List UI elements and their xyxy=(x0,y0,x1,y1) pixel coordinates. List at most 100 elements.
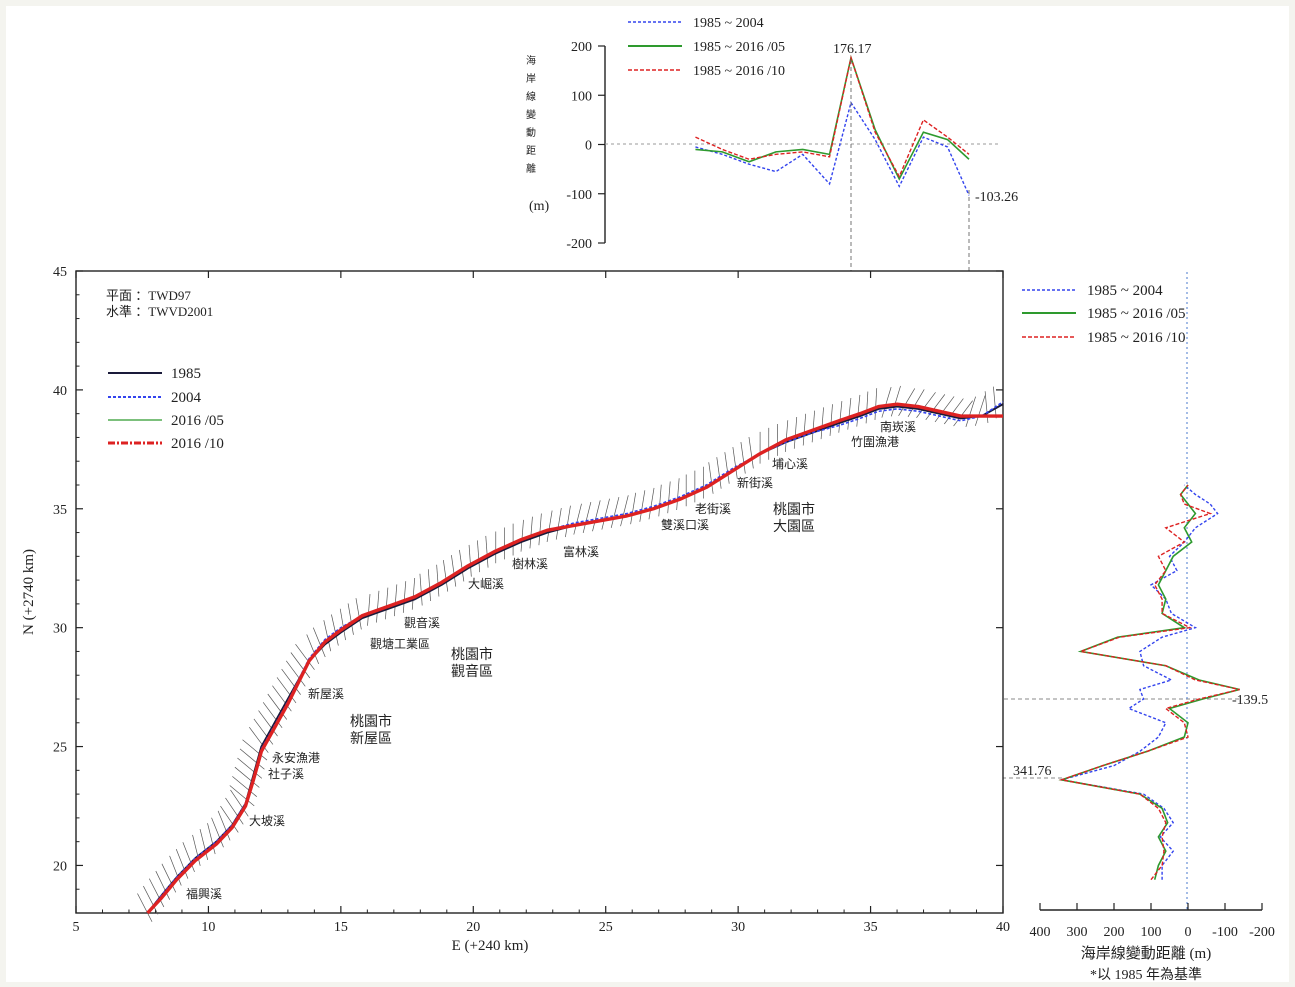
transect-line xyxy=(477,540,481,573)
transect-line xyxy=(890,385,901,417)
transect-line xyxy=(355,598,362,630)
top-series-1985-2004 xyxy=(695,100,970,196)
transect-line xyxy=(148,878,165,908)
map-x-tick-label: 20 xyxy=(466,920,480,935)
transect-line xyxy=(974,395,986,426)
side-annotation-neg: -139.5 xyxy=(1232,693,1268,708)
transect-line xyxy=(220,805,239,833)
transect-line xyxy=(169,855,182,886)
transect-line xyxy=(295,643,315,670)
transect-line xyxy=(419,573,423,606)
transect-line xyxy=(285,660,306,687)
transect-line xyxy=(451,554,457,587)
transect-line xyxy=(281,668,301,695)
transect-line xyxy=(402,581,407,613)
transect-line xyxy=(290,652,311,679)
transect-line xyxy=(253,718,274,745)
transect-line xyxy=(538,513,542,546)
transect-line xyxy=(207,823,216,855)
side-series xyxy=(1058,484,1240,881)
datum-plane: 平面 ：TWD97 xyxy=(106,288,191,303)
top-y-tick-label: 200 xyxy=(571,40,592,55)
side-legend-2: 1985 ~ 2016 /05 xyxy=(1087,306,1186,322)
transect-line xyxy=(468,544,472,577)
shoreline-2016-10 xyxy=(146,402,1003,915)
side-x-label: 海岸線變動距離 (m) xyxy=(1081,944,1211,962)
side-note: *以 1985 年為基準 xyxy=(1090,966,1202,983)
top-y-label-glyph: 動 xyxy=(526,126,536,139)
transect-line xyxy=(161,863,177,893)
map-legend-2016-10: 2016 /10 xyxy=(171,436,224,452)
transect-line xyxy=(192,834,201,866)
transect-line xyxy=(393,584,398,617)
map-y-tick-label: 30 xyxy=(53,622,67,637)
top-legend-3: 1985 ~ 2016 /10 xyxy=(693,64,785,79)
transect-line xyxy=(898,388,916,416)
map-y-tick-label: 40 xyxy=(53,384,67,399)
transect-line xyxy=(237,757,263,779)
map-x-label: E (+240 km) xyxy=(452,938,529,954)
side-x-tick-label: -100 xyxy=(1212,925,1238,940)
side-x-tick-label: 100 xyxy=(1141,925,1162,940)
transect-line xyxy=(367,594,371,626)
label-zhuwei: 竹圍漁港 xyxy=(851,435,899,449)
transect-line xyxy=(856,394,861,427)
transect-line xyxy=(230,789,249,817)
side-x-ticks: 400 300 200 100 0 -100 -200 xyxy=(1030,903,1275,940)
transect-line xyxy=(592,500,601,532)
transect-line xyxy=(601,498,610,530)
top-series-1985-2016-05 xyxy=(695,54,970,181)
transect-line xyxy=(784,420,789,452)
label-xinwu-2: 新屋區 xyxy=(350,731,392,747)
top-y-ticks: 200 100 0 -100 -200 xyxy=(566,40,605,252)
map-ticks: 5 10 15 20 25 30 35 40 20 25 30 35 40 45 xyxy=(53,265,1010,935)
transect-line xyxy=(262,702,283,729)
top-series xyxy=(695,54,970,196)
transect-line xyxy=(175,848,189,879)
transect-line xyxy=(829,404,833,436)
top-y-tick-label: -200 xyxy=(566,237,592,252)
transect-line xyxy=(934,396,955,423)
transect-line xyxy=(874,388,878,420)
transect-line xyxy=(258,710,278,737)
map-frame xyxy=(75,270,1004,914)
transect-line xyxy=(143,885,159,915)
top-annotation-max: 176.17 xyxy=(833,42,872,57)
top-change-chart: 1985 ~ 2004 1985 ~ 2016 /05 1985 ~ 2016 … xyxy=(526,16,1018,252)
map-x-tick-label: 15 xyxy=(334,920,348,935)
top-legend-1: 1985 ~ 2004 xyxy=(693,16,764,31)
transect-line xyxy=(443,560,449,592)
side-legend-3: 1985 ~ 2016 /10 xyxy=(1087,330,1186,346)
map-legend-1985: 1985 xyxy=(171,366,201,382)
top-y-label-glyph: 海 xyxy=(526,54,536,67)
side-x-tick-label: 400 xyxy=(1030,925,1051,940)
transect-line xyxy=(199,828,209,861)
transect-line xyxy=(276,677,297,704)
transect-line xyxy=(881,387,892,418)
map-shorelines xyxy=(146,401,1004,915)
transect-hatching xyxy=(137,385,997,922)
top-y-label-glyph: 離 xyxy=(526,162,536,175)
transect-line xyxy=(459,549,465,582)
side-series-1985-2016-10 xyxy=(1058,484,1240,881)
transect-line xyxy=(993,386,997,419)
transect-line xyxy=(323,620,332,652)
map-y-tick-label: 45 xyxy=(53,265,67,280)
transect-line xyxy=(565,505,571,538)
transect-line xyxy=(211,817,224,848)
label-laojie: 老街溪 xyxy=(695,502,731,516)
transect-line xyxy=(229,785,255,807)
map-x-tick-label: 5 xyxy=(73,920,80,935)
label-daku: 大崛溪 xyxy=(468,576,504,591)
transect-line xyxy=(811,410,815,443)
map-legend-2016-05: 2016 /05 xyxy=(171,413,224,429)
label-dayuan-1: 桃園市 xyxy=(773,501,815,518)
transect-line xyxy=(907,389,925,417)
side-legend: 1985 ~ 2004 1985 ~ 2016 /05 1985 ~ 2016 … xyxy=(1022,283,1186,346)
transect-line xyxy=(708,462,714,494)
transect-line xyxy=(225,797,244,825)
top-legend: 1985 ~ 2004 1985 ~ 2016 /05 1985 ~ 2016 … xyxy=(628,16,785,79)
transect-line xyxy=(485,535,489,568)
map-y-tick-label: 25 xyxy=(53,741,67,756)
label-fulin: 富林溪 xyxy=(563,544,599,559)
